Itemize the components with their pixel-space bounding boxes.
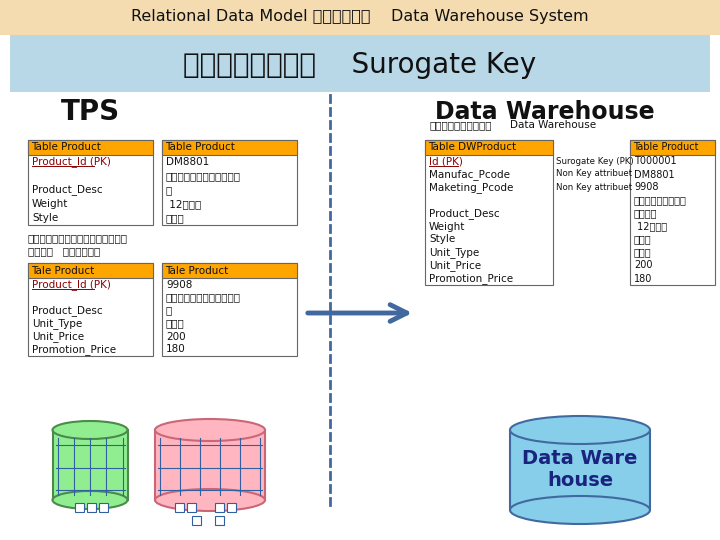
Ellipse shape xyxy=(155,489,265,511)
Bar xyxy=(215,516,224,525)
Text: คลส: คลส xyxy=(634,234,652,245)
Ellipse shape xyxy=(510,416,650,444)
Bar xyxy=(99,503,108,512)
Text: Product_Id (PK): Product_Id (PK) xyxy=(32,157,111,167)
Text: ก: ก xyxy=(166,185,172,195)
Bar xyxy=(0,0,720,35)
Text: Unit_Price: Unit_Price xyxy=(429,260,481,271)
Text: Promotion_Price: Promotion_Price xyxy=(429,273,513,284)
Text: 9908: 9908 xyxy=(634,183,659,192)
Text: Non Key attribuet: Non Key attribuet xyxy=(556,183,632,192)
Text: Relational Data Model สำหรับ    Data Warehouse System: Relational Data Model สำหรับ Data Wareho… xyxy=(131,10,589,24)
Bar xyxy=(28,140,153,225)
Bar xyxy=(87,503,96,512)
Bar xyxy=(75,503,84,512)
Bar xyxy=(510,430,650,510)
Text: Maketing_Pcode: Maketing_Pcode xyxy=(429,182,513,193)
Text: DM8801: DM8801 xyxy=(634,170,675,179)
Bar xyxy=(0,92,720,540)
Text: Data Warehouse: Data Warehouse xyxy=(435,100,654,124)
Text: แกวนำสำหรบเด: แกวนำสำหรบเด xyxy=(166,293,241,302)
Text: 12กรม: 12กรม xyxy=(634,221,667,232)
Bar xyxy=(192,516,201,525)
Text: Surogate Key (PK): Surogate Key (PK) xyxy=(556,157,634,165)
Text: 12กรม: 12กรม xyxy=(166,199,202,209)
Text: Style: Style xyxy=(32,213,58,223)
Bar xyxy=(162,140,297,225)
Bar xyxy=(630,140,715,155)
Ellipse shape xyxy=(53,491,127,509)
Text: Id (PK): Id (PK) xyxy=(429,157,463,166)
Text: Table Product: Table Product xyxy=(633,143,698,152)
Bar xyxy=(215,503,224,512)
Text: Unit_Type: Unit_Type xyxy=(429,247,480,258)
Text: Weight: Weight xyxy=(32,199,68,209)
Text: 200: 200 xyxy=(634,260,652,271)
Bar xyxy=(28,140,153,155)
Bar xyxy=(162,140,297,155)
Text: บเดก: บเดก xyxy=(634,208,657,219)
Text: โหล: โหล xyxy=(634,247,652,258)
Bar xyxy=(175,503,184,512)
Text: Non Key attribuet: Non Key attribuet xyxy=(556,170,632,179)
Text: Promotion_Price: Promotion_Price xyxy=(32,344,116,355)
Text: ยากน   ฝายขาย: ยากน ฝายขาย xyxy=(28,246,100,256)
Bar xyxy=(10,35,710,92)
Text: Table DWProduct: Table DWProduct xyxy=(428,143,516,152)
Text: Product_Id (PK): Product_Id (PK) xyxy=(32,279,111,290)
Bar xyxy=(28,263,153,356)
Bar xyxy=(155,430,265,500)
Ellipse shape xyxy=(53,421,127,439)
Text: โหล: โหล xyxy=(166,319,185,328)
Bar xyxy=(227,503,236,512)
Text: 9908: 9908 xyxy=(166,280,192,289)
Bar xyxy=(162,263,297,278)
Ellipse shape xyxy=(155,419,265,441)
Text: แกวนำสำหร: แกวนำสำหร xyxy=(634,195,687,206)
Text: ขอมลสนคาใน: ขอมลสนคาใน xyxy=(430,120,492,130)
Bar xyxy=(425,140,553,285)
Text: Table Product: Table Product xyxy=(31,143,101,152)
Bar xyxy=(425,140,553,155)
Text: Tale Product: Tale Product xyxy=(31,266,94,275)
Text: 180: 180 xyxy=(634,273,652,284)
Bar xyxy=(187,503,196,512)
Text: Table Product: Table Product xyxy=(165,143,235,152)
Bar xyxy=(28,263,153,278)
Text: แกวนำสำหรบเด: แกวนำสำหรบเด xyxy=(166,171,241,181)
Text: ขอมลสนคาประเภทเด: ขอมลสนคาประเภทเด xyxy=(28,233,128,243)
Text: Data Warehouse: Data Warehouse xyxy=(510,120,596,130)
Text: Style: Style xyxy=(429,234,455,245)
Text: DM8801: DM8801 xyxy=(166,157,210,167)
Bar xyxy=(630,140,715,285)
Text: Unit_Type: Unit_Type xyxy=(32,318,82,329)
Text: ก: ก xyxy=(166,306,172,315)
Text: คลส: คลส xyxy=(166,213,185,223)
Text: Manufac_Pcode: Manufac_Pcode xyxy=(429,169,510,180)
Text: การสร้าง    Surogate Key: การสร้าง Surogate Key xyxy=(184,51,536,79)
Text: Product_Desc: Product_Desc xyxy=(32,305,103,316)
Text: 200: 200 xyxy=(166,332,186,341)
Text: T000001: T000001 xyxy=(634,157,677,166)
Text: TPS: TPS xyxy=(60,98,120,126)
Ellipse shape xyxy=(510,496,650,524)
Bar xyxy=(53,430,127,500)
Text: Product_Desc: Product_Desc xyxy=(429,208,500,219)
Text: Unit_Price: Unit_Price xyxy=(32,331,84,342)
Text: Product_Desc: Product_Desc xyxy=(32,185,103,195)
Bar xyxy=(162,263,297,356)
Text: Weight: Weight xyxy=(429,221,465,232)
Text: Data Ware
house: Data Ware house xyxy=(522,449,638,490)
Text: 180: 180 xyxy=(166,345,186,354)
Text: Tale Product: Tale Product xyxy=(165,266,228,275)
